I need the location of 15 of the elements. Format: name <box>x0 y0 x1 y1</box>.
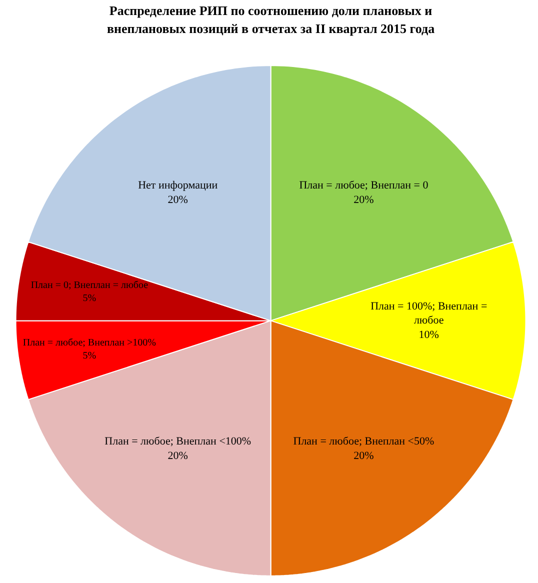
slice-label: План = любое; Внеплан = 0 <box>299 180 429 192</box>
data-label: 20% <box>168 450 188 462</box>
data-label: 5% <box>82 350 96 362</box>
slice-label: План = 100%; Внеплан = любое <box>370 300 488 327</box>
data-label: 20% <box>354 450 374 462</box>
data-label: 10% <box>418 329 439 342</box>
slice-label: План = любое; Внеплан <50% <box>293 435 434 448</box>
slice-label: План = любое; Внеплан >100% <box>22 337 156 348</box>
chart-title: Распределение РИП по соотношению доли плановых и внеплановых позиций в отчетах за II квартал 2015 года <box>106 3 436 36</box>
slice-label: План = 0; Внеплан = любое <box>30 280 149 291</box>
slice-label: Нет информации <box>138 180 218 192</box>
slice-label: План = любое; Внеплан <100% <box>104 435 252 448</box>
data-label: 5% <box>82 293 96 304</box>
data-label: 20% <box>168 194 188 206</box>
data-label: 20% <box>354 194 374 206</box>
